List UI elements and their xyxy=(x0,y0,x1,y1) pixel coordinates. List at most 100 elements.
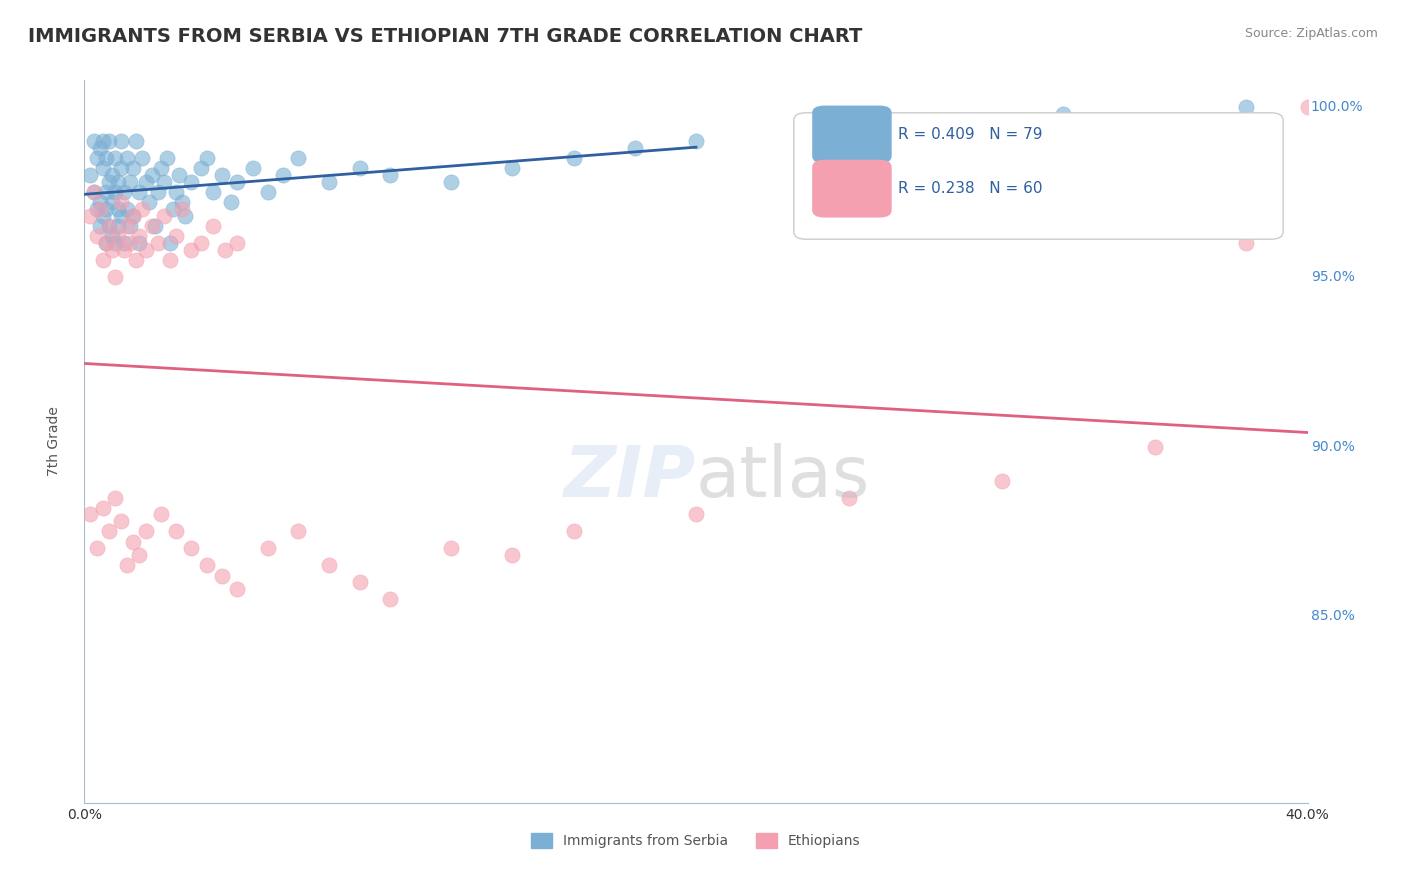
Point xyxy=(104,270,127,285)
Point xyxy=(79,508,101,522)
Point xyxy=(79,209,101,223)
Point xyxy=(107,202,129,217)
Point xyxy=(149,161,172,176)
Point xyxy=(104,236,127,251)
Point xyxy=(94,202,117,217)
Point xyxy=(120,175,142,189)
Point xyxy=(380,592,402,607)
Point xyxy=(83,185,105,199)
Text: 7th Grade: 7th Grade xyxy=(46,407,60,476)
Point xyxy=(97,524,120,539)
Point xyxy=(349,161,371,176)
Point xyxy=(91,500,114,515)
Point xyxy=(502,161,524,176)
Point xyxy=(128,229,150,244)
Point xyxy=(94,185,117,199)
Point xyxy=(94,236,117,251)
Point xyxy=(91,253,114,268)
Point xyxy=(149,508,172,522)
Legend: Immigrants from Serbia, Ethiopians: Immigrants from Serbia, Ethiopians xyxy=(526,828,866,854)
Point xyxy=(165,229,187,244)
Point xyxy=(440,541,463,556)
Point xyxy=(257,185,280,199)
Point xyxy=(211,568,233,582)
Point xyxy=(120,236,142,251)
Point xyxy=(562,524,585,539)
Point xyxy=(101,195,124,210)
Point xyxy=(991,474,1014,488)
Point xyxy=(115,202,138,217)
Text: Source: ZipAtlas.com: Source: ZipAtlas.com xyxy=(1244,27,1378,40)
Point xyxy=(115,151,138,165)
Point xyxy=(91,161,114,176)
Point xyxy=(1052,107,1074,121)
Point xyxy=(1236,236,1258,251)
Text: 95.0%: 95.0% xyxy=(1310,270,1354,284)
Point xyxy=(131,202,153,217)
Text: R = 0.409   N = 79: R = 0.409 N = 79 xyxy=(898,127,1042,142)
Point xyxy=(107,219,129,234)
Text: 85.0%: 85.0% xyxy=(1310,609,1354,624)
Point xyxy=(146,236,169,251)
Point xyxy=(159,253,181,268)
Point xyxy=(104,151,127,165)
Point xyxy=(190,236,212,251)
Point xyxy=(112,243,135,257)
Point xyxy=(318,175,340,189)
Text: 90.0%: 90.0% xyxy=(1310,440,1354,454)
Point xyxy=(214,243,236,257)
Point xyxy=(174,209,197,223)
Point xyxy=(104,185,127,199)
Point xyxy=(180,541,202,556)
Point xyxy=(110,161,132,176)
Point xyxy=(226,175,249,189)
Point xyxy=(128,548,150,562)
Point xyxy=(685,508,707,522)
Point xyxy=(180,175,202,189)
Point xyxy=(226,582,249,596)
Point xyxy=(120,219,142,234)
Point xyxy=(91,134,114,148)
Point xyxy=(122,161,145,176)
Point xyxy=(110,514,132,528)
Point xyxy=(97,219,120,234)
Point xyxy=(94,151,117,165)
Point xyxy=(201,219,224,234)
Point xyxy=(287,524,309,539)
FancyBboxPatch shape xyxy=(794,112,1284,239)
Point xyxy=(89,141,111,155)
Point xyxy=(190,161,212,176)
Point xyxy=(172,195,194,210)
Point xyxy=(112,185,135,199)
Point xyxy=(153,209,176,223)
Point xyxy=(86,541,108,556)
Point xyxy=(86,229,108,244)
Point xyxy=(131,151,153,165)
Point xyxy=(226,236,249,251)
Point xyxy=(219,195,242,210)
Point xyxy=(271,168,294,182)
Point xyxy=(101,229,124,244)
Point xyxy=(167,168,190,182)
Point xyxy=(135,175,157,189)
Point xyxy=(624,141,647,155)
Point xyxy=(257,541,280,556)
Point xyxy=(162,202,184,217)
FancyBboxPatch shape xyxy=(813,160,891,218)
Point xyxy=(128,236,150,251)
Point xyxy=(201,185,224,199)
Point xyxy=(165,185,187,199)
Point xyxy=(165,524,187,539)
Point xyxy=(89,195,111,210)
Point xyxy=(122,209,145,223)
Point xyxy=(135,243,157,257)
Text: 100.0%: 100.0% xyxy=(1310,101,1364,114)
Point xyxy=(159,236,181,251)
Point xyxy=(138,195,160,210)
Point xyxy=(89,219,111,234)
Point xyxy=(1236,100,1258,114)
Point xyxy=(125,134,148,148)
Text: ZIP: ZIP xyxy=(564,443,696,512)
Point xyxy=(94,236,117,251)
Point xyxy=(112,236,135,251)
